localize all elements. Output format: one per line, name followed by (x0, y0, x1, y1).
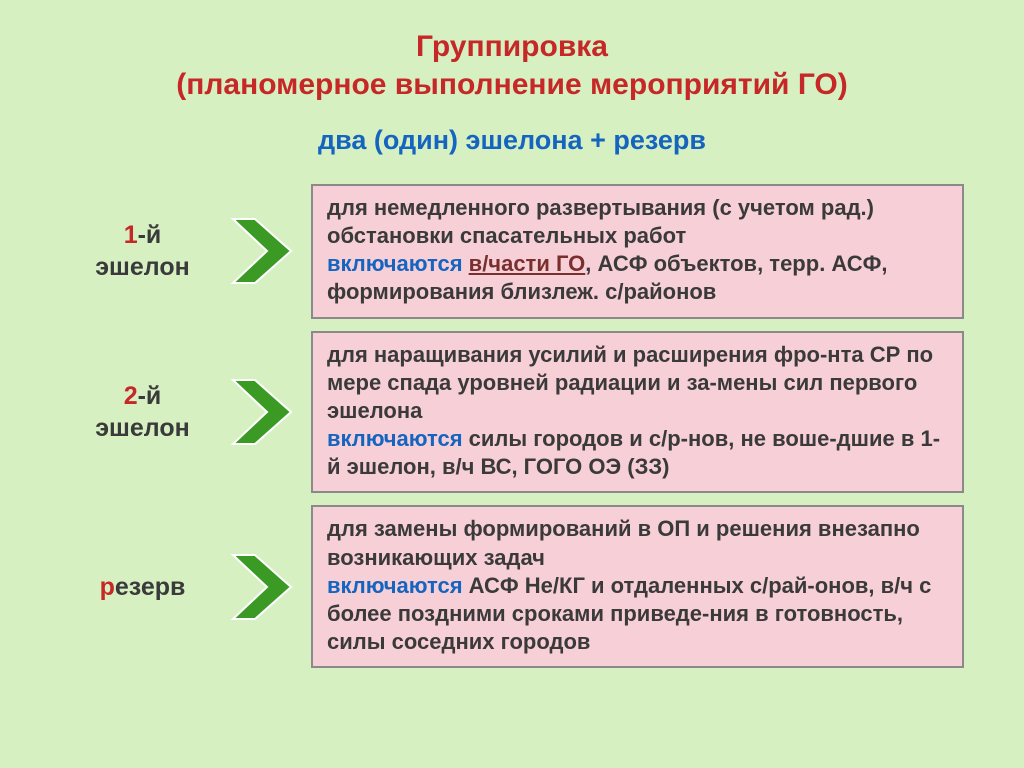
label-highlight: р (100, 573, 115, 601)
label-rest1: -й (138, 221, 162, 249)
echelon-1-label: 1-й эшелон (70, 219, 215, 284)
box-text-a: для наращивания усилий и расширения фро-… (327, 342, 933, 423)
label-rest1: -й (138, 382, 162, 410)
label-rest2: эшелон (95, 253, 189, 281)
echelon-row-1: 1-й эшелон для немедленного развертывани… (70, 184, 964, 319)
chevron-right-icon (225, 208, 301, 294)
slide-title: Группировка (планомерное выполнение меро… (40, 28, 984, 103)
chevron-right-icon (225, 544, 301, 630)
label-rest2: эшелон (95, 414, 189, 442)
box-emph: в/части ГО (469, 251, 586, 276)
echelon-1-box: для немедленного развертывания (с учетом… (311, 184, 964, 319)
label-highlight: 2 (124, 382, 138, 410)
echelon-row-2: 2-й эшелон для наращивания усилий и расш… (70, 331, 964, 494)
label-rest1: езерв (115, 573, 186, 601)
label-highlight: 1 (124, 221, 138, 249)
reserve-row: резерв для замены формирований в ОП и ре… (70, 505, 964, 668)
echelon-2-label: 2-й эшелон (70, 380, 215, 445)
box-included-word: включаются (327, 251, 463, 276)
box-included-word: включаются (327, 426, 463, 451)
box-text-a: для немедленного развертывания (с учетом… (327, 195, 874, 248)
chevron-right-icon (225, 369, 301, 455)
reserve-label: резерв (70, 571, 215, 604)
box-text-a: для замены формирований в ОП и решения в… (327, 516, 920, 569)
reserve-box: для замены формирований в ОП и решения в… (311, 505, 964, 668)
echelon-2-box: для наращивания усилий и расширения фро-… (311, 331, 964, 494)
title-line-1: Группировка (416, 30, 608, 63)
slide-subtitle: два (один) эшелона + резерв (40, 125, 984, 156)
slide: Группировка (планомерное выполнение меро… (0, 0, 1024, 768)
box-included-word: включаются (327, 573, 463, 598)
rows-container: 1-й эшелон для немедленного развертывани… (40, 184, 984, 668)
title-line-2: (планомерное выполнение мероприятий ГО) (176, 68, 848, 101)
